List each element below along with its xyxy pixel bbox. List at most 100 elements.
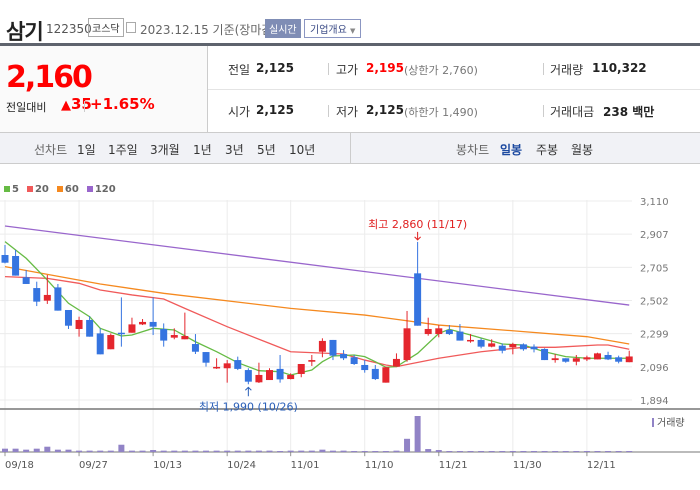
candle bbox=[128, 324, 136, 333]
volume-bar bbox=[499, 451, 506, 452]
divider bbox=[328, 63, 329, 75]
volume-bar bbox=[54, 449, 61, 452]
volume-bar bbox=[65, 449, 72, 452]
volume-bar bbox=[44, 446, 51, 452]
volume-bar bbox=[203, 450, 210, 452]
volume-legend-swatch bbox=[652, 418, 654, 427]
volume-bar bbox=[308, 450, 315, 452]
amount-value: 238 백만 bbox=[603, 105, 655, 119]
upper-limit: (상한가 2,760) bbox=[404, 64, 478, 77]
candle bbox=[456, 331, 464, 341]
volume-bar bbox=[33, 448, 40, 452]
candle bbox=[572, 358, 580, 362]
candle bbox=[509, 344, 517, 348]
volume-bar bbox=[245, 450, 252, 452]
volume-bar bbox=[266, 450, 273, 452]
ma-legend: 5 20 60 120 bbox=[4, 184, 124, 195]
candle bbox=[604, 354, 612, 360]
candle bbox=[382, 367, 390, 383]
volume-bar bbox=[298, 450, 305, 452]
divider bbox=[543, 105, 544, 117]
candle bbox=[477, 339, 485, 347]
volume-value: 110,322 bbox=[592, 61, 647, 75]
x-tick-label: 11/21 bbox=[439, 460, 468, 471]
change-pct: +1.65% bbox=[90, 95, 155, 113]
candlestick-chart: 3,110 2,907 2,705 2,502 2,299 2,096 1,894 09/18… bbox=[0, 197, 700, 471]
volume-bar bbox=[107, 450, 114, 452]
volume-bar bbox=[467, 451, 474, 452]
candle bbox=[403, 328, 411, 361]
candle bbox=[488, 343, 496, 347]
basis: 기준(장마감) bbox=[212, 23, 278, 37]
change-abs-value: 35 bbox=[71, 95, 92, 113]
volume-bar bbox=[224, 450, 231, 452]
tab-candle-0[interactable]: 일봉 bbox=[500, 143, 523, 157]
tab-line-6[interactable]: 10년 bbox=[289, 143, 316, 157]
candle bbox=[308, 360, 316, 362]
realtime-button[interactable]: 실시간 bbox=[265, 19, 301, 38]
volume-bar bbox=[456, 451, 463, 452]
legend-swatch bbox=[26, 186, 33, 192]
candle bbox=[593, 353, 601, 360]
amount-label: 거래대금 bbox=[550, 105, 595, 119]
volume-bar bbox=[255, 450, 262, 452]
prev-value: 2,125 bbox=[256, 61, 294, 75]
y-tick-label: 2,705 bbox=[640, 263, 669, 274]
x-tick-label: 10/13 bbox=[153, 460, 182, 471]
volume-bar bbox=[329, 450, 336, 452]
chevron-down-icon: ▼ bbox=[350, 27, 356, 35]
legend-swatch bbox=[86, 186, 93, 192]
divider bbox=[328, 105, 329, 117]
tab-line-2[interactable]: 3개월 bbox=[150, 143, 180, 157]
candle bbox=[22, 277, 30, 284]
x-tick-label: 11/10 bbox=[365, 460, 394, 471]
candle bbox=[202, 352, 210, 363]
tab-candle-2[interactable]: 월봉 bbox=[571, 143, 594, 157]
y-tick-label: 2,299 bbox=[640, 330, 669, 341]
stock-name: 삼기 bbox=[6, 20, 44, 44]
divider bbox=[543, 63, 544, 75]
divider bbox=[350, 133, 351, 164]
volume-bar bbox=[605, 451, 612, 452]
candle bbox=[583, 357, 591, 360]
candle bbox=[170, 335, 178, 338]
candle bbox=[266, 370, 273, 381]
volume-bar bbox=[594, 451, 601, 452]
arrow-up-icon bbox=[244, 386, 252, 397]
tab-line-3[interactable]: 1년 bbox=[193, 143, 212, 157]
volume-bar bbox=[213, 450, 220, 452]
legend-item-120: 120 bbox=[86, 184, 116, 195]
candle bbox=[33, 288, 41, 302]
divider bbox=[84, 101, 85, 112]
candle bbox=[1, 255, 9, 263]
volume-bar bbox=[425, 449, 432, 452]
x-tick-label: 09/27 bbox=[79, 460, 108, 471]
volume-bar bbox=[76, 450, 83, 452]
volume-legend-label: 거래량 bbox=[657, 417, 685, 429]
volume-bar bbox=[192, 450, 199, 452]
tab-line-4[interactable]: 3년 bbox=[225, 143, 244, 157]
volume-bar bbox=[150, 450, 157, 452]
tab-candle-1[interactable]: 주봉 bbox=[536, 143, 559, 157]
company-overview-dropdown[interactable]: 기업개요 ▼ bbox=[304, 19, 362, 38]
low-value: 2,125 bbox=[366, 103, 404, 117]
candle bbox=[551, 358, 559, 361]
overview-label: 기업개요 bbox=[310, 25, 347, 36]
candle bbox=[318, 340, 326, 352]
legend-label: 5 bbox=[12, 184, 19, 195]
low-label: 저가 bbox=[336, 105, 359, 119]
volume-bar bbox=[573, 451, 580, 452]
tab-line-1[interactable]: 1주일 bbox=[108, 143, 138, 157]
y-tick-label: 2,096 bbox=[640, 363, 669, 374]
current-price: 2,160 bbox=[6, 60, 93, 95]
legend-item-5: 5 bbox=[4, 184, 19, 195]
candle bbox=[54, 287, 62, 311]
volume-bar bbox=[12, 448, 19, 452]
candle bbox=[350, 357, 358, 364]
volume-bar bbox=[160, 450, 167, 452]
volume-bar bbox=[287, 450, 294, 452]
candle bbox=[107, 335, 115, 350]
tab-line-0[interactable]: 1일 bbox=[77, 143, 96, 157]
tab-line-5[interactable]: 5년 bbox=[257, 143, 276, 157]
candle bbox=[12, 255, 20, 276]
